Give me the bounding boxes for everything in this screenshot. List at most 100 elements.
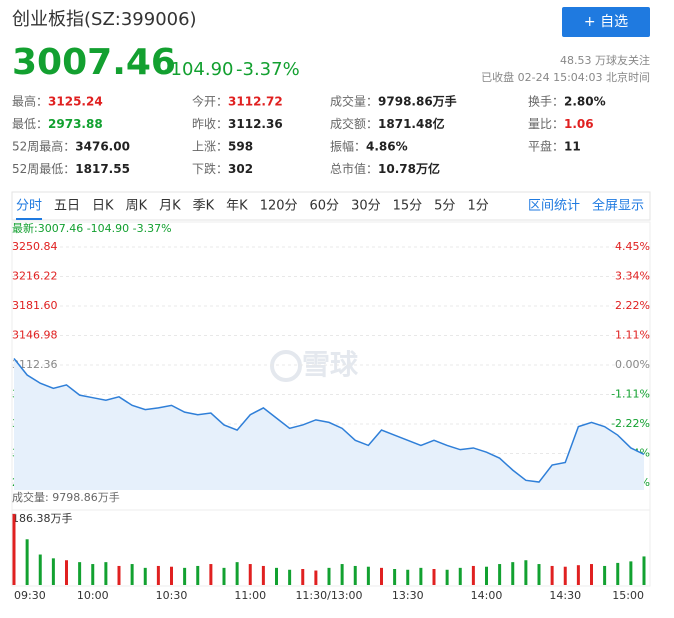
y-tick-label: 3181.60 xyxy=(12,299,58,312)
y-tick-label: 3250.84 xyxy=(12,240,58,253)
volume-bar xyxy=(550,565,554,585)
volume-bar xyxy=(65,560,68,585)
x-tick-label: 10:30 xyxy=(156,589,188,602)
volume-bar xyxy=(183,567,187,585)
quote-value: 4.86% xyxy=(366,140,408,154)
quote-value: 11 xyxy=(564,140,581,154)
volume-bar xyxy=(104,562,108,585)
quote-value: 3112.36 xyxy=(228,117,283,131)
follow-button-label[interactable]: + 自选 xyxy=(584,14,628,30)
quote-value: 2973.88 xyxy=(48,117,103,131)
period-tab[interactable]: 15分 xyxy=(393,199,423,214)
quote-label: 52周最高： xyxy=(12,139,75,154)
x-tick-label: 14:30 xyxy=(549,589,581,602)
volume-bar xyxy=(458,567,462,585)
volume-bar xyxy=(380,567,383,585)
volume-bar xyxy=(301,569,305,585)
tool-link[interactable]: 全屏显示 xyxy=(592,198,644,214)
quote-label: 最低： xyxy=(12,117,48,131)
quote-label: 上涨： xyxy=(192,139,228,154)
tab-bar xyxy=(11,191,651,221)
quote-label: 最高： xyxy=(12,94,48,109)
x-tick-label: 14:00 xyxy=(471,589,503,602)
quote-label: 总市值： xyxy=(330,161,378,176)
period-tab[interactable]: 120分 xyxy=(260,199,298,214)
volume-bar xyxy=(327,567,331,585)
volume-bar xyxy=(432,569,436,585)
volume-bar xyxy=(419,567,423,585)
volume-bar xyxy=(38,554,42,585)
latest-line: 最新:3007.46 -104.90 -3.37% xyxy=(12,221,172,235)
volume-bar xyxy=(91,564,95,585)
period-tab[interactable]: 五日 xyxy=(54,199,80,214)
quote-label: 成交额： xyxy=(330,116,378,131)
period-tab[interactable]: 年K xyxy=(226,199,248,214)
volume-bar xyxy=(51,558,55,585)
volume-bar xyxy=(288,569,292,585)
price-area xyxy=(14,358,644,490)
quote-label: 今开： xyxy=(192,94,228,109)
quote-value: 598 xyxy=(228,140,253,154)
volume-title: 成交量: 9798.86万手 xyxy=(12,490,120,504)
volume-bar xyxy=(353,565,357,585)
quote-label: 振幅： xyxy=(330,139,366,154)
y2-tick-label: 2.22% xyxy=(615,299,650,312)
volume-bar xyxy=(209,564,213,585)
quote-value: 1.06 xyxy=(564,117,594,131)
volume-bar xyxy=(366,566,370,585)
quote-value: 1817.55 xyxy=(75,162,130,176)
period-tab[interactable]: 30分 xyxy=(351,199,381,214)
y2-tick-label: 0.00% xyxy=(615,358,650,371)
volume-bar xyxy=(248,564,252,585)
period-tab[interactable]: 日K xyxy=(92,199,114,214)
volume-bar xyxy=(25,539,29,585)
quote-value: 1871.48亿 xyxy=(378,116,445,131)
quote-value: 9798.86万手 xyxy=(378,94,457,109)
volume-bar xyxy=(196,565,200,585)
volume-bar xyxy=(261,565,265,585)
last-price: 3007.46 xyxy=(12,42,176,83)
volume-bar xyxy=(130,564,134,585)
quote-label: 52周最低： xyxy=(12,162,75,176)
volume-bar xyxy=(156,565,160,585)
y-tick-label: 3146.98 xyxy=(12,329,58,342)
volume-bar xyxy=(511,562,515,585)
quote-value: 3125.24 xyxy=(48,95,103,109)
volume-bar xyxy=(445,569,449,585)
volume-bar xyxy=(563,566,567,585)
volume-bar xyxy=(498,564,502,585)
quote-label: 昨收： xyxy=(192,117,228,131)
period-tab[interactable]: 5分 xyxy=(434,199,455,214)
follow-button[interactable] xyxy=(562,7,650,37)
market-status: 已收盘 02-24 15:04:03 北京时间 xyxy=(481,70,650,84)
quote-value: 3112.72 xyxy=(228,95,283,109)
price-change: -104.90 xyxy=(164,59,233,80)
y-tick-label: 3112.36 xyxy=(12,358,58,371)
period-tab[interactable]: 1分 xyxy=(467,199,488,214)
period-tab[interactable]: 月K xyxy=(159,199,181,214)
quote-value: 302 xyxy=(228,162,253,176)
tool-link[interactable]: 区间统计 xyxy=(528,199,580,214)
volume-bar xyxy=(170,566,173,585)
volume-bar xyxy=(590,564,593,585)
x-tick-label: 13:30 xyxy=(392,589,424,602)
quote-value: 3476.00 xyxy=(75,140,130,154)
period-tab[interactable]: 60分 xyxy=(310,199,340,214)
volume-bar xyxy=(471,565,475,585)
quote-label: 成交量： xyxy=(330,94,378,109)
quote-value: 2.80% xyxy=(564,95,606,109)
volume-bar xyxy=(406,569,410,585)
volume-bar xyxy=(616,562,620,585)
period-tab[interactable]: 分时 xyxy=(16,199,42,214)
period-tab[interactable]: 周K xyxy=(126,199,148,214)
quote-label: 量比： xyxy=(528,117,564,131)
volume-bar xyxy=(537,564,541,585)
index-title: 创业板指(SZ:399006) xyxy=(12,9,197,30)
quote-label: 下跌： xyxy=(192,161,228,176)
period-tab[interactable]: 季K xyxy=(193,199,215,214)
volume-bar xyxy=(629,561,633,585)
volume-bar xyxy=(12,514,16,585)
volume-tick-label: 186.38万手 xyxy=(12,511,73,525)
y2-tick-label: 1.11% xyxy=(615,329,650,342)
